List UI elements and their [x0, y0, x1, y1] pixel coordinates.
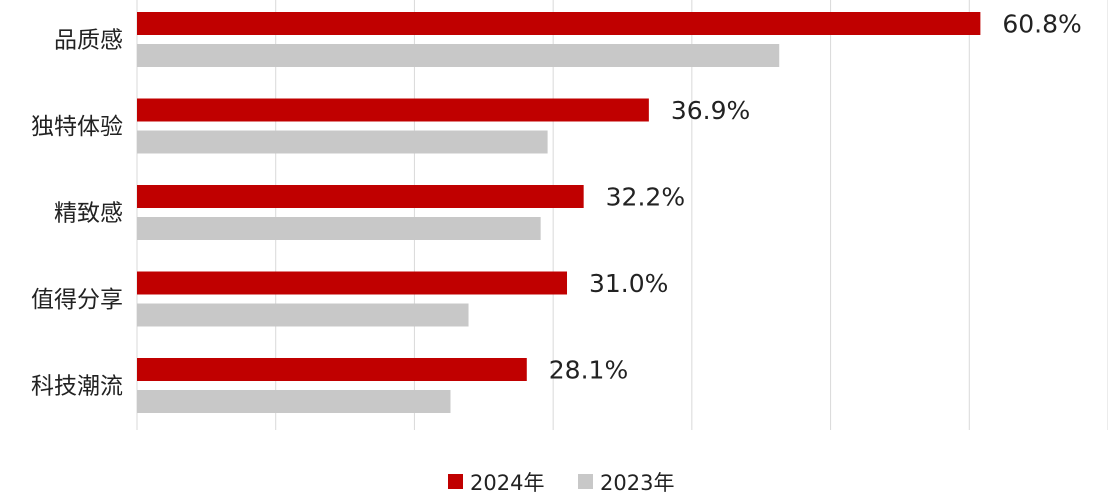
- bar-2024: [137, 12, 981, 35]
- bar-2023: [137, 130, 548, 154]
- bar-2024: [137, 98, 649, 122]
- legend-swatch: [578, 474, 593, 489]
- category-label: 品质感: [54, 28, 123, 54]
- value-label: 32.2%: [606, 183, 685, 212]
- labels-group: 品质感 60.8% 独特体验 36.9% 精致感 32.2% 值得分享 31.0% 科技潮流 28…: [31, 10, 1082, 400]
- bar-2024: [137, 185, 584, 208]
- legend: 2024年 2023年: [448, 471, 674, 495]
- legend-label: 2023年: [600, 471, 674, 495]
- bar-2023: [137, 390, 451, 413]
- legend-swatch: [448, 474, 463, 489]
- category-label: 科技潮流: [31, 374, 123, 400]
- category-label: 值得分享: [31, 287, 123, 313]
- bar-2024: [137, 358, 527, 381]
- gridlines: [136, 0, 1108, 430]
- bar-2023: [137, 303, 469, 327]
- legend-label: 2024年: [470, 471, 544, 495]
- category-label: 独特体验: [31, 114, 123, 140]
- bar-2023: [137, 217, 541, 240]
- bars-group: [137, 12, 981, 413]
- bar-2023: [137, 44, 780, 67]
- bar-2024: [137, 271, 568, 295]
- value-label: 36.9%: [671, 96, 750, 125]
- value-label: 60.8%: [1002, 10, 1081, 39]
- category-label: 精致感: [54, 201, 123, 227]
- value-label: 28.1%: [549, 356, 628, 385]
- value-label: 31.0%: [589, 269, 668, 298]
